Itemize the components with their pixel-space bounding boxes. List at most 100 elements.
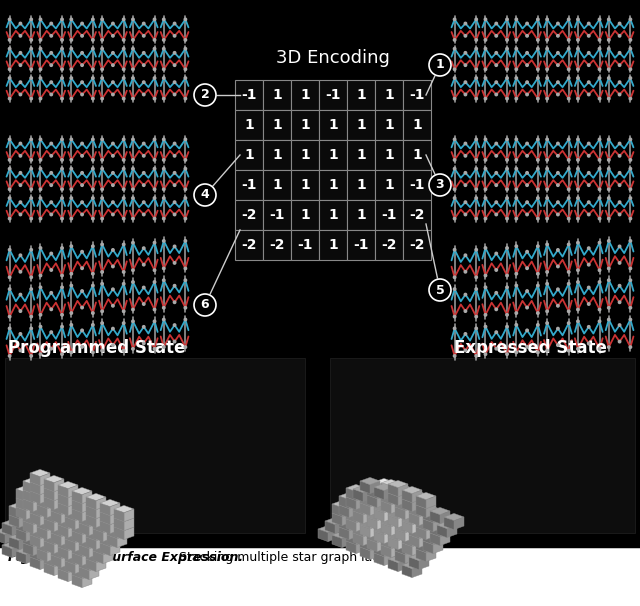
Circle shape [8, 327, 11, 330]
Polygon shape [339, 496, 349, 508]
Circle shape [588, 286, 590, 288]
Circle shape [607, 197, 610, 199]
Polygon shape [96, 528, 106, 541]
Circle shape [122, 18, 125, 21]
Polygon shape [412, 490, 422, 502]
Circle shape [607, 159, 610, 161]
Polygon shape [2, 523, 12, 536]
Polygon shape [374, 478, 394, 485]
Circle shape [70, 138, 72, 141]
Text: 1: 1 [356, 178, 366, 192]
Polygon shape [440, 533, 450, 545]
Polygon shape [419, 557, 429, 570]
Circle shape [19, 213, 22, 216]
Circle shape [475, 248, 477, 251]
Polygon shape [353, 530, 373, 536]
Circle shape [526, 81, 528, 84]
Polygon shape [370, 516, 380, 528]
Bar [291, 110, 319, 140]
Polygon shape [433, 532, 443, 545]
Circle shape [537, 351, 539, 354]
Polygon shape [353, 490, 373, 496]
Polygon shape [72, 505, 92, 513]
Circle shape [464, 171, 467, 174]
Circle shape [588, 35, 590, 37]
Polygon shape [79, 536, 89, 548]
Polygon shape [100, 534, 110, 547]
Polygon shape [47, 505, 57, 518]
Circle shape [495, 213, 497, 216]
Circle shape [475, 188, 477, 190]
Circle shape [618, 213, 621, 216]
Polygon shape [395, 498, 415, 505]
Polygon shape [86, 538, 106, 545]
Polygon shape [68, 516, 78, 528]
Text: 1: 1 [356, 88, 366, 102]
Polygon shape [346, 519, 356, 531]
Polygon shape [79, 549, 89, 562]
Polygon shape [356, 501, 366, 514]
Polygon shape [93, 507, 113, 514]
Polygon shape [58, 521, 78, 528]
Polygon shape [100, 503, 110, 516]
Polygon shape [58, 547, 78, 554]
Circle shape [495, 252, 497, 255]
Polygon shape [30, 491, 40, 504]
Circle shape [464, 52, 467, 54]
Polygon shape [384, 513, 394, 525]
Circle shape [154, 39, 156, 41]
Polygon shape [339, 501, 359, 508]
Polygon shape [51, 502, 61, 514]
Polygon shape [86, 524, 106, 531]
Polygon shape [86, 515, 106, 522]
Circle shape [173, 245, 176, 248]
Circle shape [598, 77, 601, 79]
Polygon shape [367, 499, 377, 511]
Polygon shape [54, 523, 64, 536]
Polygon shape [79, 545, 99, 553]
Circle shape [453, 18, 456, 21]
Polygon shape [54, 497, 64, 510]
Polygon shape [381, 479, 401, 487]
Circle shape [568, 218, 570, 220]
Polygon shape [58, 538, 68, 551]
Polygon shape [110, 525, 120, 538]
Text: 4: 4 [200, 188, 209, 202]
Circle shape [173, 324, 176, 326]
Polygon shape [395, 502, 405, 514]
Text: 1: 1 [300, 88, 310, 102]
Polygon shape [65, 504, 85, 511]
Polygon shape [103, 533, 113, 545]
Circle shape [30, 77, 33, 79]
Circle shape [122, 218, 125, 220]
Circle shape [475, 355, 477, 357]
Circle shape [484, 197, 486, 199]
Circle shape [8, 167, 11, 170]
Polygon shape [82, 491, 92, 504]
Circle shape [453, 77, 456, 79]
Circle shape [61, 167, 63, 170]
Circle shape [70, 188, 72, 190]
Circle shape [537, 188, 539, 190]
Polygon shape [44, 532, 54, 545]
Circle shape [8, 47, 11, 50]
Circle shape [61, 353, 63, 355]
Circle shape [19, 22, 22, 25]
Circle shape [464, 35, 467, 37]
Polygon shape [51, 524, 61, 536]
Text: -2: -2 [409, 238, 425, 252]
Polygon shape [44, 541, 64, 548]
Circle shape [464, 22, 467, 25]
Circle shape [577, 167, 579, 170]
Polygon shape [93, 511, 103, 524]
Bar [375, 200, 403, 230]
Polygon shape [416, 545, 436, 553]
Circle shape [30, 138, 33, 141]
Bar [403, 170, 431, 200]
Bar [375, 170, 403, 200]
Polygon shape [30, 504, 40, 516]
Polygon shape [23, 508, 43, 516]
Polygon shape [16, 485, 36, 493]
Circle shape [194, 184, 216, 206]
Polygon shape [367, 513, 387, 521]
